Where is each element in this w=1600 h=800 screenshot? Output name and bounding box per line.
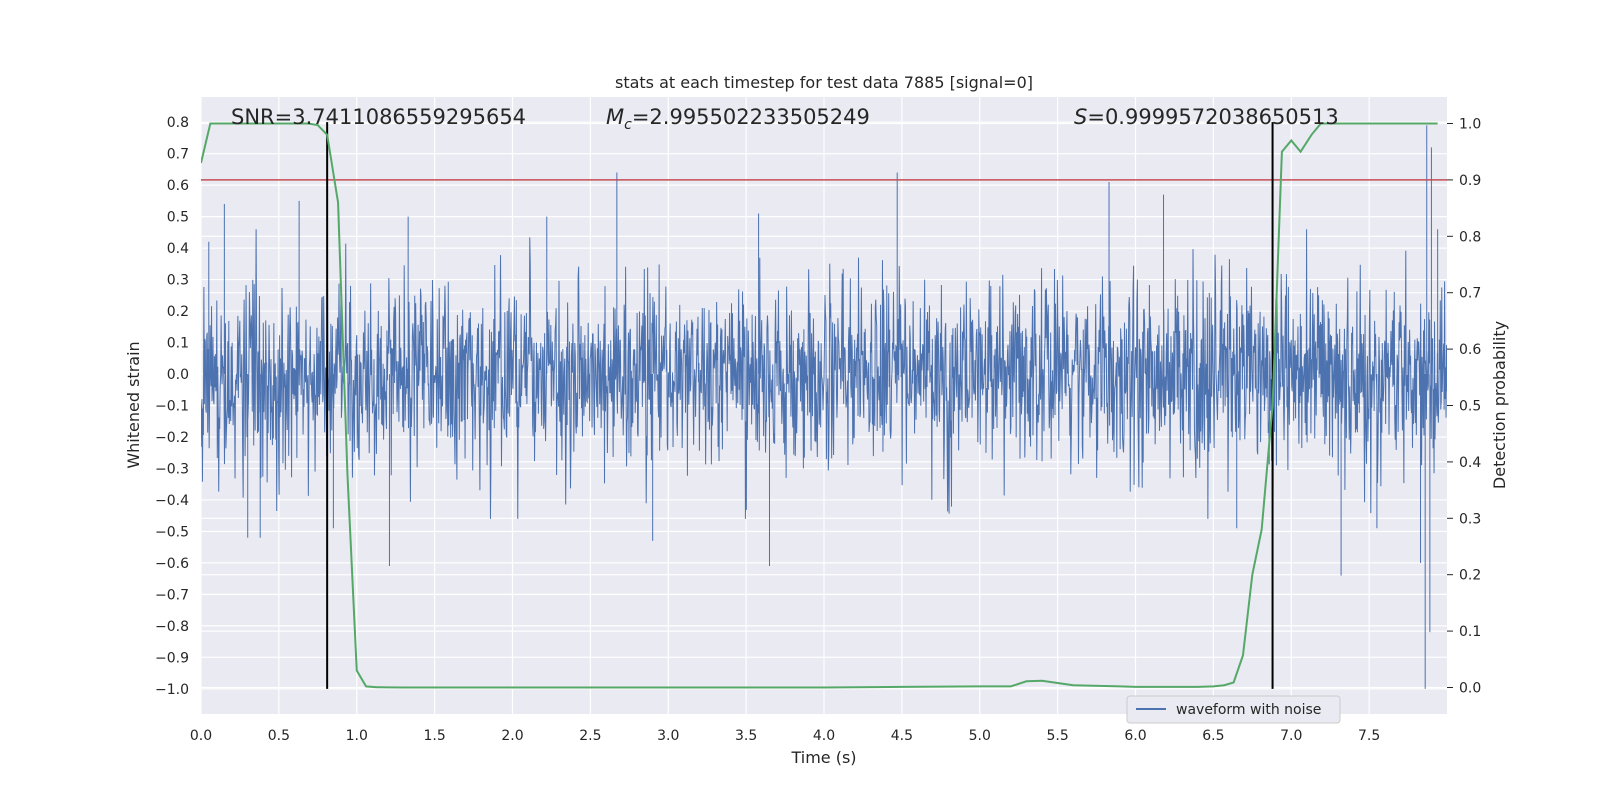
y-left-tick-label: 0.0 [167, 367, 189, 383]
y-left-tick-label: −0.1 [155, 399, 189, 415]
score-symbol: S [1074, 105, 1087, 129]
y-left-tick-label: 0.7 [167, 147, 189, 163]
y-left-tick-label: 0.2 [167, 304, 189, 320]
y-right-tick-label: 0.3 [1459, 511, 1481, 527]
y-left-tick-label: 0.8 [167, 115, 189, 131]
legend: waveform with noise [1126, 695, 1341, 724]
x-tick-label: 3.0 [657, 728, 679, 744]
score-annotation: S=0.9999572038650513 [1074, 105, 1339, 129]
y-left-tick-label: −0.5 [155, 524, 189, 540]
legend-box [1126, 695, 1341, 724]
y-left-tick-label: 0.1 [167, 336, 189, 352]
y-right-tick-label: 0.1 [1459, 624, 1481, 640]
waveform-with-noise-series [201, 125, 1447, 689]
chirp-mass-symbol: M [606, 105, 624, 129]
x-tick-label: 1.5 [423, 728, 445, 744]
x-tick-label: 7.5 [1358, 728, 1380, 744]
chirp-mass-annotation: Mc=2.995502233505249 [606, 105, 870, 133]
y-left-tick-label: −0.9 [155, 650, 189, 666]
x-tick-label: 4.0 [813, 728, 835, 744]
y-axis-left-ticks: 0.8 0.7 0.6 0.5 0.4 0.3 0.2 0.1 0.0 −0.1 −0.2 −0.3 −… [155, 115, 189, 698]
y-axis-left-title: Whitened strain [124, 341, 143, 468]
x-axis-ticks: 0.0 0.5 1.0 1.5 2.0 2.5 3.0 3.5 4.0 4.5 5.0 5.5 6.0 6… [190, 728, 1380, 744]
y-right-tick-label: 0.7 [1459, 286, 1481, 302]
y-axis-right-ticks: 1.0 0.9 0.8 0.7 0.6 0.5 0.4 0.3 0.2 0.1 0.0 [1447, 117, 1481, 696]
y-right-tick-label: 0.2 [1459, 568, 1481, 584]
x-tick-label: 6.0 [1124, 728, 1146, 744]
chirp-mass-subscript: c [624, 117, 632, 133]
y-right-tick-label: 0.9 [1459, 173, 1481, 189]
y-right-tick-label: 0.6 [1459, 342, 1481, 358]
x-tick-label: 2.5 [579, 728, 601, 744]
y-left-tick-label: 0.3 [167, 273, 189, 289]
y-left-tick-label: −0.3 [155, 461, 189, 477]
detection-probability-series [201, 122, 1438, 689]
y-left-tick-label: −0.7 [155, 587, 189, 603]
x-tick-label: 0.0 [190, 728, 212, 744]
y-right-tick-label: 0.4 [1459, 455, 1481, 471]
y-left-tick-label: −0.6 [155, 556, 189, 572]
x-tick-label: 0.5 [268, 728, 290, 744]
y-right-tick-label: 0.5 [1459, 399, 1481, 415]
chart-title: stats at each timestep for test data 788… [615, 73, 1033, 92]
y-left-tick-label: −0.8 [155, 619, 189, 635]
x-tick-label: 3.5 [735, 728, 757, 744]
x-tick-label: 4.5 [891, 728, 913, 744]
y-left-tick-label: −1.0 [155, 682, 189, 698]
y-right-tick-label: 0.8 [1459, 229, 1481, 245]
y-left-tick-label: −0.4 [155, 493, 189, 509]
y-left-tick-label: −0.2 [155, 430, 189, 446]
x-axis-title: Time (s) [790, 748, 856, 767]
x-tick-label: 2.0 [501, 728, 523, 744]
chirp-mass-value: =2.995502233505249 [632, 105, 870, 129]
y-left-tick-label: 0.4 [167, 241, 189, 257]
x-tick-label: 6.5 [1202, 728, 1224, 744]
y-right-tick-label: 1.0 [1459, 117, 1481, 133]
y-right-tick-label: 0.0 [1459, 680, 1481, 696]
y-left-tick-label: 0.5 [167, 210, 189, 226]
x-tick-label: 5.0 [969, 728, 991, 744]
x-tick-label: 7.0 [1280, 728, 1302, 744]
snr-annotation: SNR=3.7411086559295654 [231, 105, 526, 129]
x-tick-label: 1.0 [346, 728, 368, 744]
x-tick-label: 5.5 [1046, 728, 1068, 744]
y-axis-right-title: Detection probability [1490, 321, 1509, 489]
score-value: =0.9999572038650513 [1087, 105, 1338, 129]
legend-label: waveform with noise [1176, 702, 1321, 718]
y-left-tick-label: 0.6 [167, 178, 189, 194]
